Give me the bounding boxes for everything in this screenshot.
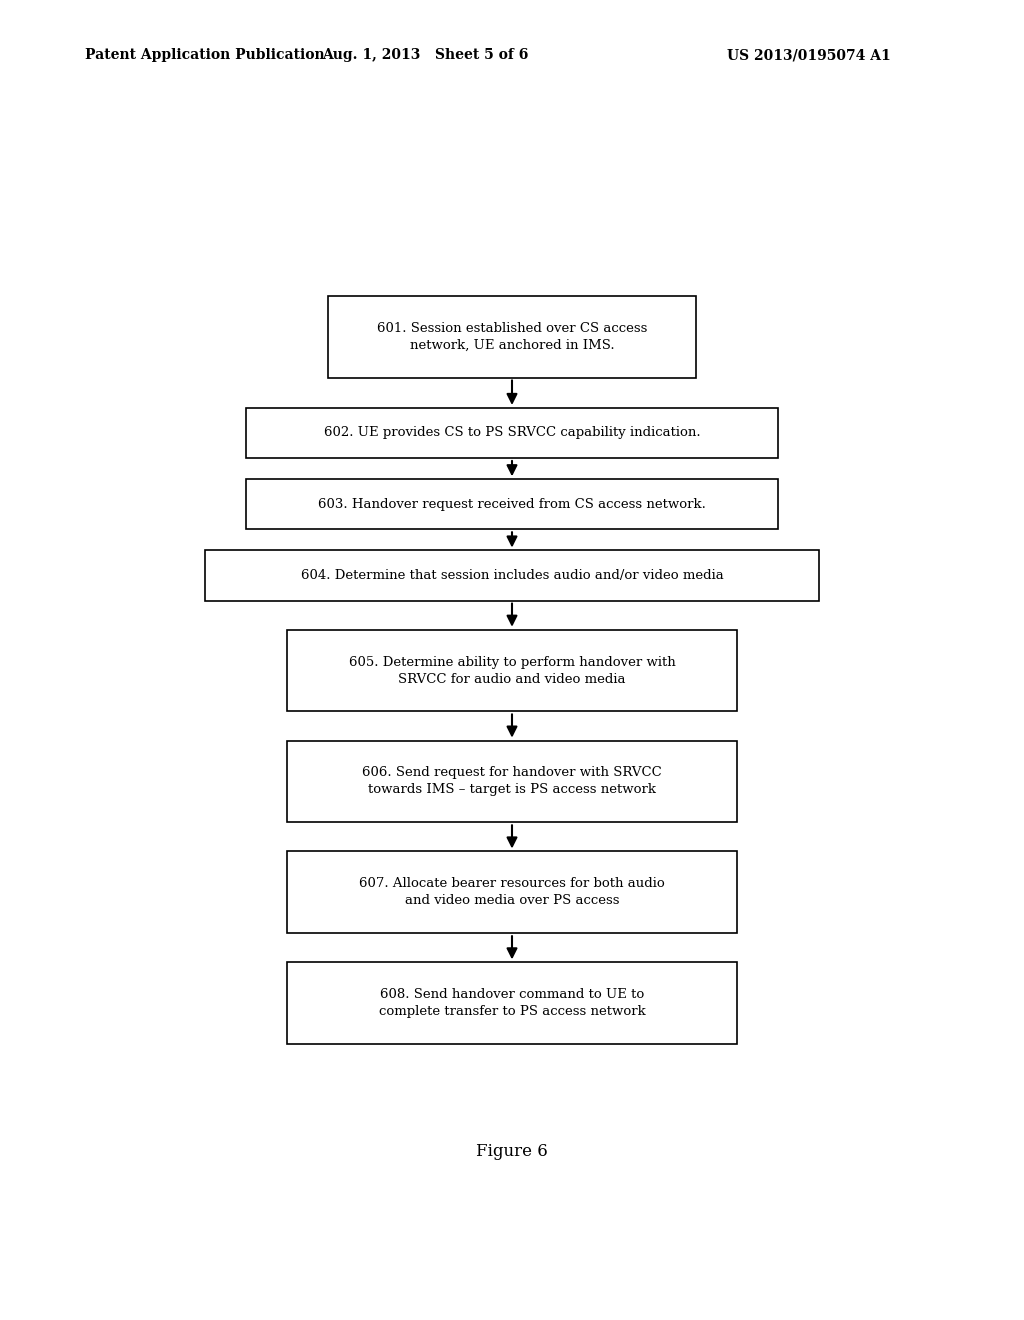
- Text: 608. Send handover command to UE to
complete transfer to PS access network: 608. Send handover command to UE to comp…: [379, 989, 645, 1018]
- Bar: [287, 962, 737, 1044]
- Text: 607. Allocate bearer resources for both audio
and video media over PS access: 607. Allocate bearer resources for both …: [359, 878, 665, 907]
- Bar: [328, 296, 696, 378]
- Bar: [287, 851, 737, 933]
- Text: Patent Application Publication: Patent Application Publication: [85, 49, 325, 62]
- Bar: [246, 479, 778, 529]
- Bar: [287, 630, 737, 711]
- Text: 604. Determine that session includes audio and/or video media: 604. Determine that session includes aud…: [301, 569, 723, 582]
- Text: Aug. 1, 2013   Sheet 5 of 6: Aug. 1, 2013 Sheet 5 of 6: [322, 49, 528, 62]
- Text: 602. UE provides CS to PS SRVCC capability indication.: 602. UE provides CS to PS SRVCC capabili…: [324, 426, 700, 440]
- Text: Figure 6: Figure 6: [476, 1143, 548, 1159]
- Text: 605. Determine ability to perform handover with
SRVCC for audio and video media: 605. Determine ability to perform handov…: [348, 656, 676, 685]
- Bar: [205, 550, 819, 601]
- Bar: [246, 408, 778, 458]
- Bar: [287, 741, 737, 822]
- Text: US 2013/0195074 A1: US 2013/0195074 A1: [727, 49, 891, 62]
- Text: 606. Send request for handover with SRVCC
towards IMS – target is PS access netw: 606. Send request for handover with SRVC…: [362, 767, 662, 796]
- Text: 601. Session established over CS access
network, UE anchored in IMS.: 601. Session established over CS access …: [377, 322, 647, 351]
- Text: 603. Handover request received from CS access network.: 603. Handover request received from CS a…: [318, 498, 706, 511]
